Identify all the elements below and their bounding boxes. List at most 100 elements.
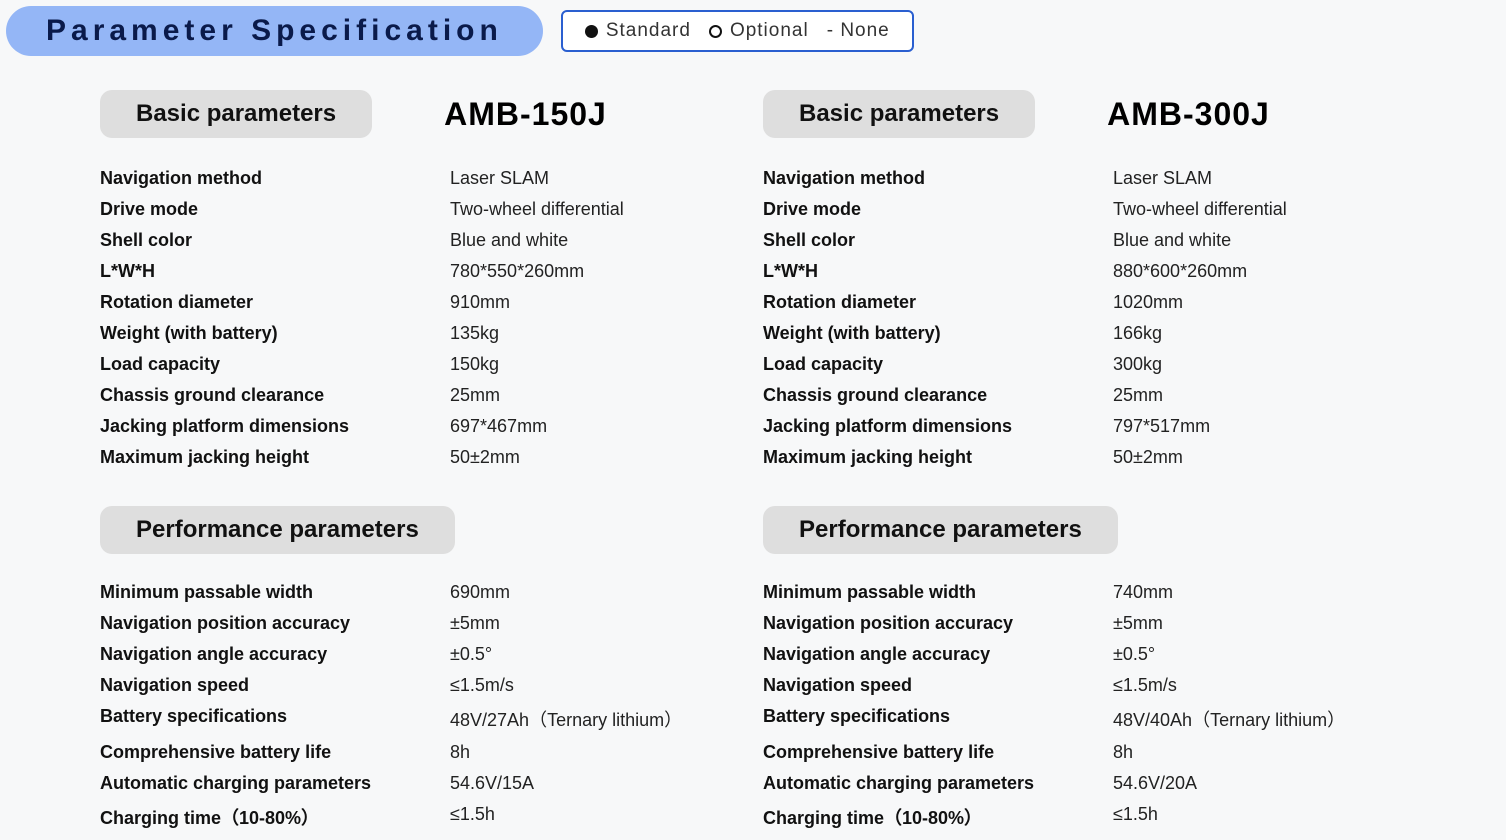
spec-label: Rotation diameter — [100, 292, 450, 313]
spec-row: Navigation position accuracy±5mm — [763, 613, 1386, 634]
spec-label: Shell color — [100, 230, 450, 251]
spec-label: Navigation position accuracy — [100, 613, 450, 634]
col1-head-row: Basic parameters AMB-300J — [763, 90, 1386, 138]
spec-value: 8h — [1113, 742, 1386, 763]
header-row: Parameter Specification Standard Optiona… — [0, 0, 1506, 56]
page-title: Parameter Specification — [6, 6, 543, 56]
spec-value: 780*550*260mm — [450, 261, 723, 282]
spec-value: 300kg — [1113, 354, 1386, 375]
spec-label: Navigation method — [100, 168, 450, 189]
spec-value: 48V/27Ah（Ternary lithium） — [450, 706, 723, 732]
spec-value: 880*600*260mm — [1113, 261, 1386, 282]
spec-value: 54.6V/15A — [450, 773, 723, 794]
spec-row: Navigation methodLaser SLAM — [763, 168, 1386, 189]
spec-value: 8h — [450, 742, 723, 763]
spec-row: Rotation diameter910mm — [100, 292, 723, 313]
spec-label: Maximum jacking height — [100, 447, 450, 468]
model-name-1: AMB-300J — [1107, 96, 1270, 133]
spec-row: Jacking platform dimensions697*467mm — [100, 416, 723, 437]
spec-label: Navigation speed — [100, 675, 450, 696]
spec-row: Chassis ground clearance25mm — [100, 385, 723, 406]
spec-value: Laser SLAM — [1113, 168, 1386, 189]
spec-label: Battery specifications — [100, 706, 450, 732]
spec-row: Navigation angle accuracy±0.5° — [100, 644, 723, 665]
spec-row: Load capacity300kg — [763, 354, 1386, 375]
spec-label: Comprehensive battery life — [763, 742, 1113, 763]
spec-row: Comprehensive battery life8h — [763, 742, 1386, 763]
spec-value: ≤1.5m/s — [450, 675, 723, 696]
spec-value: ≤1.5h — [450, 804, 723, 830]
spec-row: L*W*H880*600*260mm — [763, 261, 1386, 282]
legend-none-label: - None — [827, 20, 890, 42]
spec-value: 166kg — [1113, 323, 1386, 344]
spec-value: ±5mm — [1113, 613, 1386, 634]
spec-row: Battery specifications48V/40Ah（Ternary l… — [763, 706, 1386, 732]
product-column-1: Basic parameters AMB-300J Navigation met… — [763, 90, 1426, 840]
spec-label: Drive mode — [100, 199, 450, 220]
spec-value: 697*467mm — [450, 416, 723, 437]
spec-value: 50±2mm — [450, 447, 723, 468]
spec-row: Weight (with battery)135kg — [100, 323, 723, 344]
spec-value: Blue and white — [450, 230, 723, 251]
spec-value: ±5mm — [450, 613, 723, 634]
spec-label: Drive mode — [763, 199, 1113, 220]
spec-label: Navigation method — [763, 168, 1113, 189]
spec-value: ≤1.5h — [1113, 804, 1386, 830]
spec-label: Charging time（10-80%） — [100, 804, 450, 830]
spec-row: Minimum passable width690mm — [100, 582, 723, 603]
columns-wrap: Basic parameters AMB-150J Navigation met… — [0, 56, 1506, 840]
spec-value: 910mm — [450, 292, 723, 313]
spec-label: Navigation angle accuracy — [763, 644, 1113, 665]
spec-label: Chassis ground clearance — [100, 385, 450, 406]
spec-value: ±0.5° — [450, 644, 723, 665]
spec-row: Drive modeTwo-wheel differential — [763, 199, 1386, 220]
spec-value: 740mm — [1113, 582, 1386, 603]
spec-value: 50±2mm — [1113, 447, 1386, 468]
spec-row: Drive modeTwo-wheel differential — [100, 199, 723, 220]
spec-row: Jacking platform dimensions797*517mm — [763, 416, 1386, 437]
spec-value: 690mm — [450, 582, 723, 603]
legend-optional: Optional — [709, 20, 809, 42]
spec-label: Automatic charging parameters — [100, 773, 450, 794]
spec-row: Navigation speed≤1.5m/s — [763, 675, 1386, 696]
spec-row: Charging time（10-80%）≤1.5h — [763, 804, 1386, 830]
spec-row: Chassis ground clearance25mm — [763, 385, 1386, 406]
spec-label: Chassis ground clearance — [763, 385, 1113, 406]
spec-label: Load capacity — [100, 354, 450, 375]
filled-dot-icon — [585, 25, 598, 38]
spec-label: Rotation diameter — [763, 292, 1113, 313]
spec-value: 1020mm — [1113, 292, 1386, 313]
spec-label: Automatic charging parameters — [763, 773, 1113, 794]
spec-value: ≤1.5m/s — [1113, 675, 1386, 696]
spec-value: 150kg — [450, 354, 723, 375]
product-column-0: Basic parameters AMB-150J Navigation met… — [100, 90, 763, 840]
spec-row: Automatic charging parameters54.6V/20A — [763, 773, 1386, 794]
spec-label: Minimum passable width — [100, 582, 450, 603]
legend-none: - None — [827, 20, 890, 42]
spec-label: Navigation angle accuracy — [100, 644, 450, 665]
spec-label: Battery specifications — [763, 706, 1113, 732]
spec-label: Weight (with battery) — [763, 323, 1113, 344]
spec-label: Shell color — [763, 230, 1113, 251]
spec-row: Minimum passable width740mm — [763, 582, 1386, 603]
spec-value: 54.6V/20A — [1113, 773, 1386, 794]
spec-label: Charging time（10-80%） — [763, 804, 1113, 830]
spec-value: Two-wheel differential — [1113, 199, 1386, 220]
legend-box: Standard Optional - None — [561, 10, 914, 52]
performance-pill-1: Performance parameters — [763, 506, 1118, 554]
spec-value: Blue and white — [1113, 230, 1386, 251]
hollow-dot-icon — [709, 25, 722, 38]
legend-standard: Standard — [585, 20, 691, 42]
col0-head-row: Basic parameters AMB-150J — [100, 90, 723, 138]
model-name-0: AMB-150J — [444, 96, 607, 133]
spec-value: 48V/40Ah（Ternary lithium） — [1113, 706, 1386, 732]
legend-optional-label: Optional — [730, 20, 809, 42]
spec-value: ±0.5° — [1113, 644, 1386, 665]
spec-label: Load capacity — [763, 354, 1113, 375]
spec-row: Load capacity150kg — [100, 354, 723, 375]
spec-value: 797*517mm — [1113, 416, 1386, 437]
spec-label: Navigation position accuracy — [763, 613, 1113, 634]
spec-row: L*W*H780*550*260mm — [100, 261, 723, 282]
spec-value: Laser SLAM — [450, 168, 723, 189]
spec-row: Charging time（10-80%）≤1.5h — [100, 804, 723, 830]
